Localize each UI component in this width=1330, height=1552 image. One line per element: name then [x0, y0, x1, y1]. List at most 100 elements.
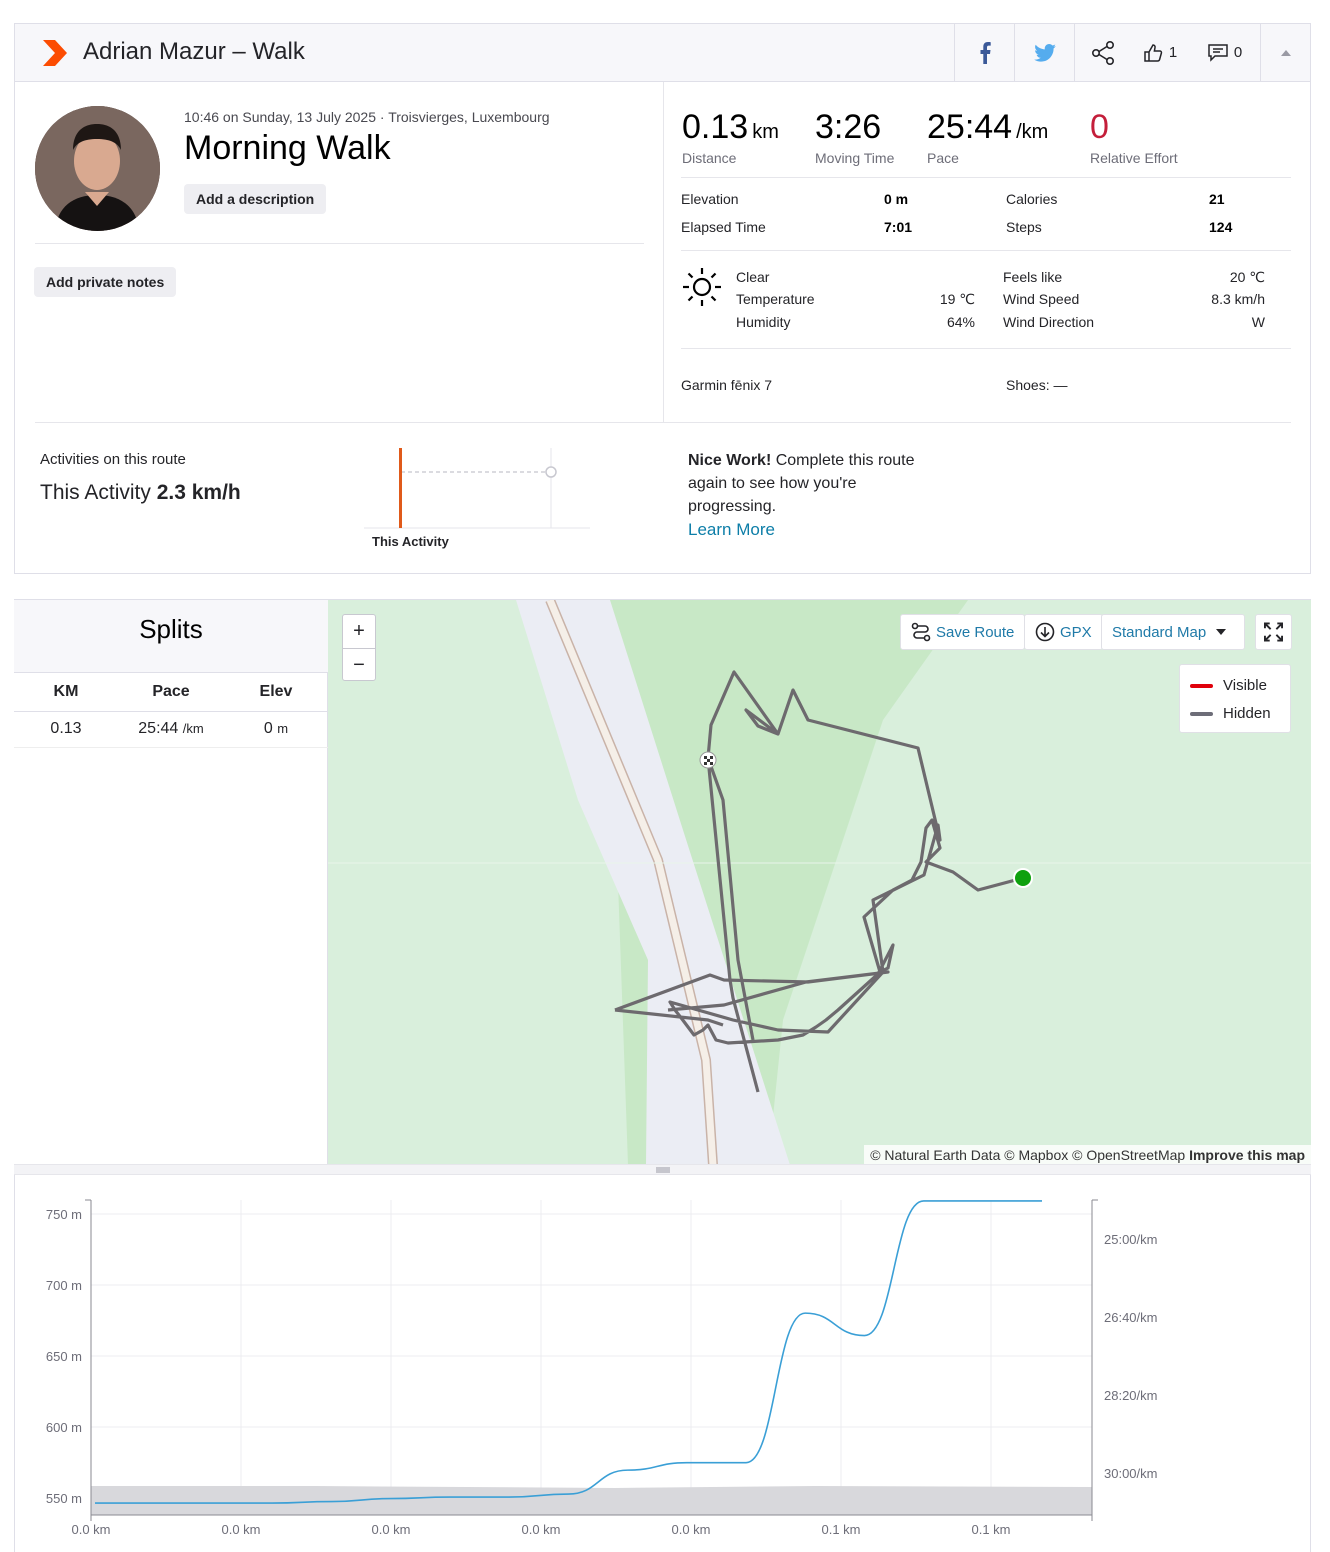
relative-effort-value[interactable]: 0 — [1090, 108, 1109, 146]
splits-map-section: Splits KM Pace Elev 0.13 25:44 /km 0 m — [14, 599, 1311, 1174]
y-tick-right: 30:00/km — [1104, 1466, 1158, 1481]
start-marker[interactable] — [1013, 868, 1033, 888]
split-pace-value: 25:44 — [138, 720, 179, 737]
download-icon — [1035, 622, 1055, 642]
improve-map-link[interactable]: Improve this map — [1189, 1147, 1305, 1163]
steps-value: 124 — [1209, 219, 1233, 235]
map-legend: Visible Hidden — [1179, 664, 1291, 733]
relative-effort-label: Relative Effort — [1090, 150, 1178, 166]
x-tick: 0.0 km — [221, 1522, 261, 1537]
route-this-activity: This Activity 2.3 km/h — [40, 481, 241, 505]
legend-label-hidden: Hidden — [1223, 705, 1271, 722]
feels-like-label: Feels like — [1003, 269, 1063, 285]
legend-swatch-hidden — [1190, 711, 1213, 716]
humidity-label: Humidity — [736, 314, 791, 330]
route-this-activity-prefix: This Activity — [40, 481, 151, 504]
caret-down-icon — [1216, 629, 1227, 635]
splits-col-elev: Elev — [259, 683, 293, 700]
shoes[interactable]: Shoes: — — [1006, 377, 1068, 393]
splits-title: Splits — [14, 600, 328, 673]
pace-number: 25:44 — [927, 108, 1013, 146]
weather-condition: Clear — [736, 269, 770, 285]
map-tiles — [328, 600, 1311, 1165]
activity-title: Morning Walk — [184, 129, 391, 167]
attribution-text[interactable]: © Natural Earth Data © Mapbox © OpenStre… — [870, 1147, 1186, 1163]
gpx-button[interactable]: GPX — [1024, 614, 1103, 650]
elapsed-time-value: 7:01 — [884, 219, 913, 235]
zoom-out-button[interactable]: − — [343, 648, 375, 681]
learn-more-link[interactable]: Learn More — [688, 520, 775, 539]
legend-label-visible: Visible — [1223, 677, 1267, 694]
route-map[interactable]: + − Save Route GPX Standard Map Visible … — [328, 600, 1311, 1165]
legend-swatch-visible — [1190, 683, 1213, 688]
x-tick: 0.0 km — [371, 1522, 411, 1537]
grip-icon — [656, 1167, 670, 1173]
wind-direction-label: Wind Direction — [1003, 314, 1095, 330]
distance-label: Distance — [682, 150, 737, 166]
facebook-share-button[interactable] — [954, 24, 1014, 81]
column-divider — [663, 82, 664, 423]
x-tick: 0.1 km — [971, 1522, 1011, 1537]
map-type-label: Standard Map — [1112, 623, 1207, 641]
table-row[interactable]: 0.13 25:44 /km 0 m — [14, 711, 328, 748]
splits-col-km: KM — [53, 683, 79, 700]
elevation-value: 0 m — [884, 191, 909, 207]
y-tick-left: 600 m — [45, 1420, 82, 1435]
map-attribution: © Natural Earth Data © Mapbox © OpenStre… — [864, 1145, 1311, 1165]
avatar[interactable] — [35, 106, 160, 231]
activity-card: Adrian Mazur – Walk 1 0 — [14, 23, 1311, 574]
temperature-label: Temperature — [736, 291, 815, 307]
wind-speed-label: Wind Speed — [1003, 291, 1080, 307]
route-icon — [911, 622, 931, 642]
elevation-area[interactable] — [91, 1486, 1092, 1515]
map-type-select[interactable]: Standard Map — [1101, 614, 1245, 650]
thumbs-up-icon — [1144, 43, 1163, 62]
elevation-label: Elevation — [681, 191, 739, 207]
zoom-in-button[interactable]: + — [353, 620, 365, 642]
x-tick: 0.0 km — [671, 1522, 711, 1537]
brand-logo-icon — [43, 40, 67, 66]
split-elev: 0 m — [246, 720, 306, 738]
temperature-value: 19 ℃ — [939, 291, 975, 307]
facebook-icon — [980, 41, 991, 64]
add-private-notes-button[interactable]: Add private notes — [34, 267, 177, 297]
pace-line[interactable] — [95, 1200, 1042, 1504]
divider — [35, 422, 1291, 423]
card-header: Adrian Mazur – Walk 1 0 — [15, 24, 1310, 82]
y-tick-left: 750 m — [45, 1207, 82, 1222]
split-pace: 25:44 /km — [121, 720, 221, 738]
distance-unit: km — [752, 121, 779, 143]
humidity-value: 64% — [946, 314, 975, 330]
share-icon — [1091, 40, 1114, 65]
twitter-share-button[interactable] — [1014, 24, 1074, 81]
x-tick: 0.1 km — [821, 1522, 861, 1537]
route-speed: 2.3 km/h — [156, 481, 241, 504]
divider — [681, 250, 1291, 251]
kudos-button[interactable]: 1 — [1130, 24, 1190, 81]
split-pace-unit: /km — [182, 721, 204, 736]
add-description-button[interactable]: Add a description — [184, 184, 327, 214]
elevation-pace-chart[interactable]: 750 m 700 m 650 m 600 m 550 m 25:00/km 2… — [14, 1175, 1311, 1552]
pace-value: 25:44/km — [927, 108, 1048, 147]
comments-button[interactable]: 0 — [1190, 24, 1260, 81]
calories-value: 21 — [1209, 191, 1225, 207]
divider — [35, 243, 644, 244]
zoom-controls: + − — [342, 614, 376, 681]
route-line[interactable] — [614, 670, 1024, 1093]
route-bar-label: This Activity — [372, 534, 449, 549]
comments-count: 0 — [1233, 44, 1243, 61]
pace-label: Pace — [927, 150, 959, 166]
steps-label: Steps — [1006, 219, 1042, 235]
elapsed-time-label: Elapsed Time — [681, 219, 766, 235]
save-route-label: Save Route — [936, 623, 1015, 641]
save-route-button[interactable]: Save Route — [900, 614, 1026, 650]
splits-panel: Splits KM Pace Elev 0.13 25:44 /km 0 m — [14, 600, 328, 1165]
collapse-button[interactable] — [1260, 24, 1311, 81]
divider — [681, 348, 1291, 349]
distance-value: 0.13 km — [682, 108, 779, 147]
share-button[interactable] — [1074, 24, 1130, 81]
route-bar-this-activity[interactable] — [399, 448, 402, 528]
resize-handle[interactable] — [14, 1164, 1311, 1175]
legend-visible: Visible — [1190, 677, 1267, 694]
fullscreen-button[interactable] — [1255, 614, 1292, 650]
